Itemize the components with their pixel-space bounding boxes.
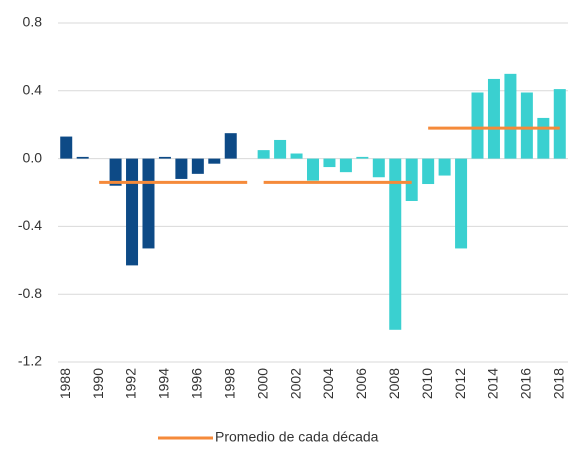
x-tick-label: 2010 (419, 368, 435, 399)
x-tick-label: 1998 (221, 368, 237, 399)
x-tick-label: 2008 (386, 368, 402, 399)
bar (422, 158, 435, 185)
bar (405, 158, 418, 201)
bar (323, 158, 336, 168)
x-tick-label: 2018 (550, 368, 566, 399)
x-tick-label: 2006 (353, 368, 369, 399)
bar (158, 156, 171, 159)
x-tick-label: 1988 (57, 368, 73, 399)
x-tick-label: 1994 (156, 368, 172, 399)
bar (60, 136, 73, 159)
bar (520, 92, 533, 159)
bar (76, 156, 89, 159)
bar (455, 158, 468, 249)
bar (339, 158, 352, 173)
x-tick-label: 1996 (189, 368, 205, 399)
bar (553, 89, 566, 159)
bar (191, 158, 204, 174)
bar (389, 158, 402, 330)
y-tick-label: 0.4 (23, 82, 43, 98)
bar (537, 117, 550, 159)
y-tick-label: -1.2 (18, 353, 42, 369)
bar (109, 158, 122, 186)
y-tick-label: 0.0 (23, 149, 43, 165)
bar (438, 158, 451, 176)
x-tick-label: 2000 (254, 368, 270, 399)
bar (175, 158, 188, 179)
bar (372, 158, 385, 178)
bar (487, 78, 500, 159)
y-tick-label: -0.4 (18, 217, 42, 233)
x-tick-label: 2002 (287, 368, 303, 399)
bar (307, 158, 319, 181)
x-tick-label: 2014 (485, 368, 501, 399)
y-tick-label: 0.8 (23, 14, 43, 30)
x-tick-label: 1992 (123, 368, 139, 399)
bar (471, 92, 484, 159)
bar (290, 153, 303, 159)
x-tick-label: 2016 (518, 368, 534, 399)
x-tick-label: 2012 (452, 368, 468, 399)
bar (126, 158, 139, 266)
bar (274, 139, 287, 159)
bar (504, 73, 517, 159)
bar (356, 156, 369, 159)
x-tick-label: 1990 (90, 368, 106, 399)
bar (224, 133, 237, 159)
bar (142, 158, 155, 249)
x-tick-label: 2004 (320, 368, 336, 399)
y-tick-label: -0.8 (18, 285, 42, 301)
legend-label: Promedio de cada década (215, 429, 379, 445)
bar (257, 150, 270, 159)
bar (208, 158, 221, 164)
